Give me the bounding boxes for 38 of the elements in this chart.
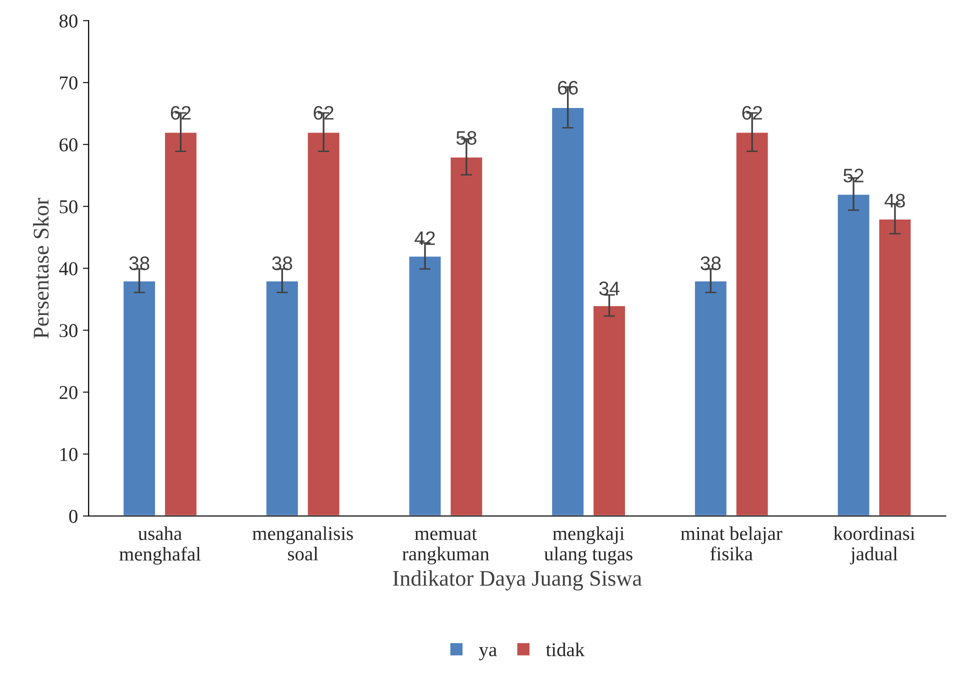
x-tick-label: minat belajar fisika <box>680 526 782 560</box>
bar <box>878 218 912 516</box>
x-axis-title: Indikator Daya Juang Siswa <box>392 570 642 590</box>
y-tick-label: 20 <box>60 386 78 400</box>
data-label: 62 <box>314 106 334 120</box>
y-tick-label: 50 <box>60 200 78 214</box>
data-label: 62 <box>742 106 762 120</box>
y-tick-label: 0 <box>69 510 78 523</box>
x-tick-label: menganalisis soal <box>252 526 353 560</box>
y-tick-label: 30 <box>60 324 78 338</box>
bar <box>122 280 156 516</box>
y-tick-label: 80 <box>59 14 78 28</box>
bar <box>408 255 442 516</box>
legend-label: tidak <box>546 642 585 656</box>
bar <box>734 131 770 516</box>
data-label: 62 <box>170 106 191 120</box>
y-tick-label: 70 <box>60 76 78 90</box>
bar <box>449 156 484 516</box>
bar <box>550 106 585 516</box>
bar <box>164 131 198 516</box>
bar <box>265 280 300 516</box>
x-tick-label: koordinasi jadual <box>834 526 915 564</box>
data-label: 34 <box>599 282 620 296</box>
y-tick-label: 40 <box>59 262 78 276</box>
y-axis-title: Persentase Skor <box>33 198 49 338</box>
y-tick-label: 10 <box>60 448 78 462</box>
x-tick-label: memuat rangkuman <box>402 528 490 564</box>
x-tick-label: mengkaji ulang tugas <box>544 526 632 564</box>
bar <box>306 131 341 516</box>
bar <box>694 280 728 516</box>
x-tick-label: usaha menghafal <box>119 526 201 565</box>
data-label: 52 <box>843 168 864 182</box>
y-tick-label: 60 <box>60 138 78 152</box>
data-label: 42 <box>414 231 435 245</box>
data-label: 58 <box>456 131 476 145</box>
bar <box>592 304 626 516</box>
legend-label: ya <box>479 646 497 660</box>
bar <box>836 193 871 516</box>
